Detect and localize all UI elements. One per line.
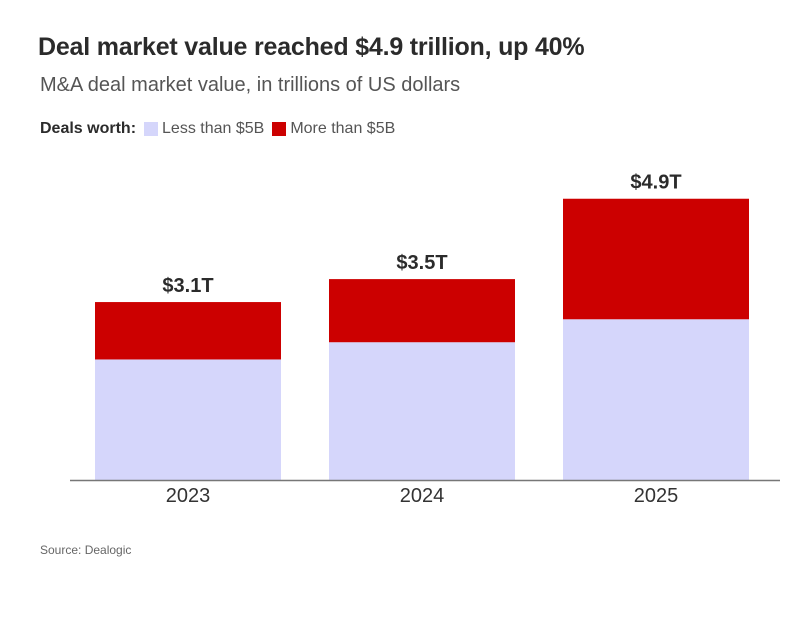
bar-2024-more-than-5b [329,279,515,343]
legend-swatch-more-than-5b [272,122,287,136]
legend-item-less-than-5b: Less than $5B [144,120,264,138]
total-label-2025: $4.9T [630,172,681,194]
x-tick-label-2024: 2024 [400,485,445,507]
total-label-2023: $3.1T [162,275,213,297]
bar-2023-more-than-5b [95,302,281,360]
bar-2023-less-than-5b [95,359,281,480]
legend-label-less-than-5b: Less than $5B [162,120,265,137]
bar-2025-less-than-5b [563,319,749,480]
legend-swatch-less-than-5b [144,122,159,136]
source-note: Source: Dealogic [40,543,132,557]
legend: Deals worth: Less than $5B More than $5B [40,120,403,138]
bar-2024-less-than-5b [329,342,515,480]
x-tick-label-2025: 2025 [634,485,679,507]
chart-title: Deal market value reached $4.9 trillion,… [38,33,585,61]
x-tick-label-2023: 2023 [166,485,211,507]
legend-title: Deals worth: [40,120,137,137]
legend-item-more-than-5b: More than $5B [272,120,395,138]
chart-subtitle: M&A deal market value, in trillions of U… [40,74,461,96]
legend-label-more-than-5b: More than $5B [290,120,396,137]
total-label-2024: $3.5T [396,252,447,274]
bar-2025-more-than-5b [563,198,749,320]
